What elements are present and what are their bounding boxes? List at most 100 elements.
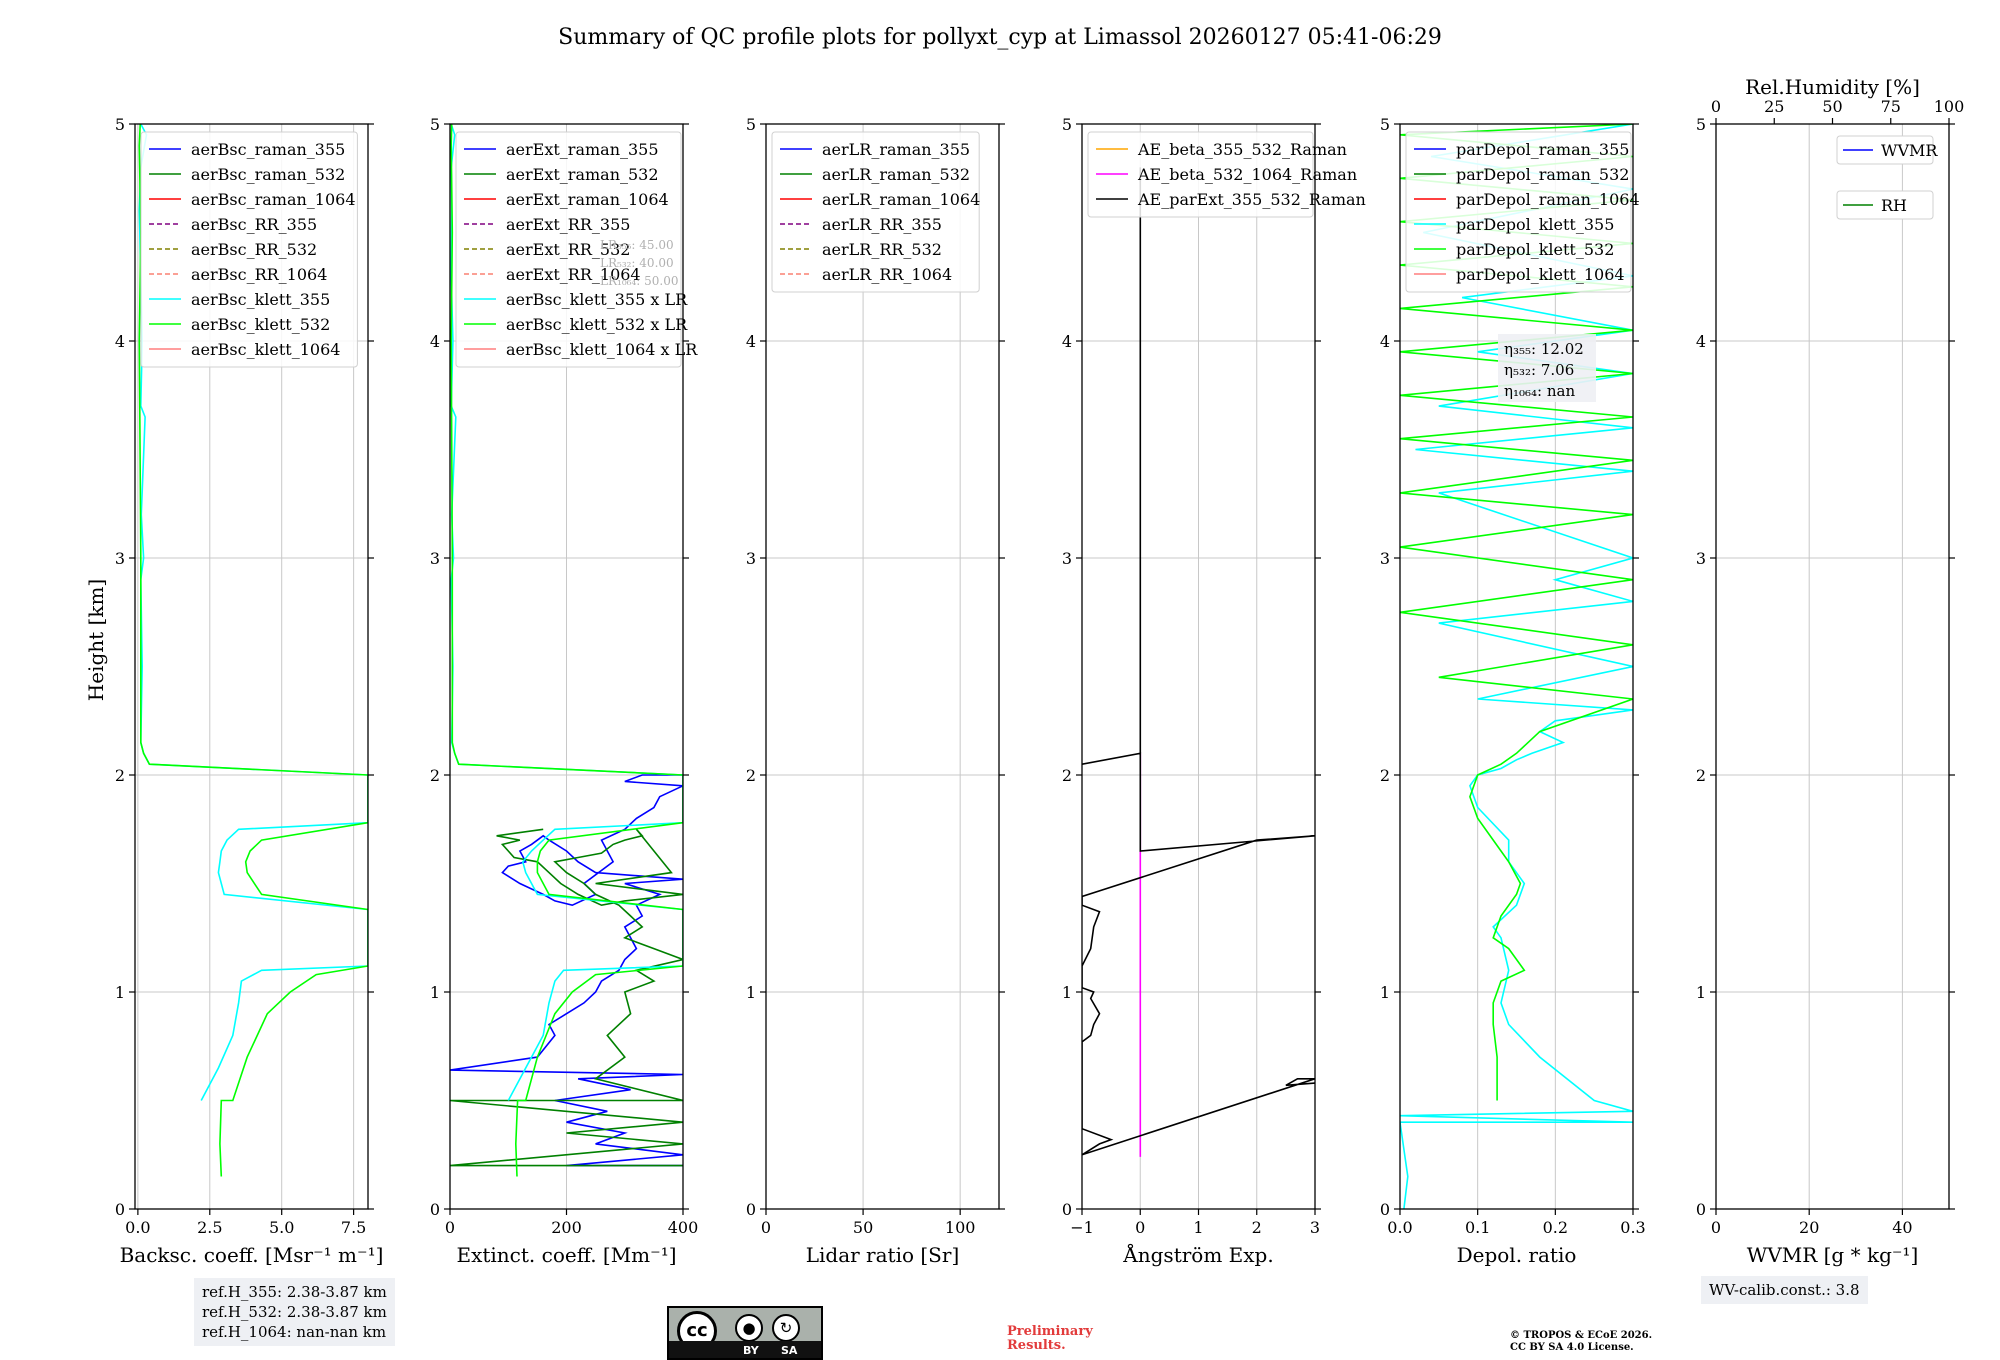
legend-label: aerBsc_klett_532 x LR: [506, 315, 688, 334]
x-axis-label: WVMR [g * kg⁻¹]: [1747, 1243, 1919, 1267]
series-line-aerBsc_klett_532 x LR: [450, 124, 683, 1177]
axes-frame: [765, 123, 1000, 1210]
sa-share-icon: ↻: [772, 1314, 800, 1342]
y-tick-label: 4: [1062, 332, 1072, 351]
y-tick-label: 3: [1696, 549, 1706, 568]
x-tick-label: 2: [1252, 1218, 1262, 1237]
x-tick-label: 7.5: [341, 1218, 366, 1237]
legend-label: parDepol_raman_532: [1456, 165, 1629, 184]
cc-sa-label: SA: [781, 1344, 798, 1357]
y-tick-label: 2: [1696, 766, 1706, 785]
y-tick-label: 3: [746, 549, 756, 568]
copyright-line-1: © TROPOS & ECoE 2026.: [1510, 1330, 1653, 1341]
legend-label: aerLR_raman_355: [822, 140, 970, 159]
ref-h-532: ref.H_532: 2.38-3.87 km: [202, 1303, 387, 1321]
y-tick-label: 1: [115, 983, 125, 1002]
by-person-icon: ●: [735, 1314, 763, 1342]
x-tick-label: 2.5: [197, 1218, 222, 1237]
legend-box: [455, 131, 682, 368]
legend-label: aerBsc_raman_532: [191, 165, 345, 184]
legend-box: [1405, 131, 1632, 293]
ref-h-1064: ref.H_1064: nan-nan km: [202, 1323, 387, 1341]
x-tick-label: 40: [1892, 1218, 1912, 1237]
x-tick-label: 200: [551, 1218, 582, 1237]
x-tick-label: 20: [1799, 1218, 1819, 1237]
axes-frame: [1715, 123, 1950, 1210]
x-tick-label: 0: [1711, 1218, 1721, 1237]
legend-box: [1836, 190, 1934, 220]
legend-label: WVMR: [1881, 141, 1938, 160]
wv-calib-box: WV-calib.const.: 3.8: [1701, 1276, 1868, 1304]
figure-title: Summary of QC profile plots for pollyxt_…: [558, 25, 1442, 50]
legend-box: [1836, 135, 1934, 165]
legend-label: AE_parExt_355_532_Raman: [1137, 190, 1366, 209]
legend-label: aerBsc_klett_1064 x LR: [506, 340, 698, 359]
legend-label: aerBsc_RR_532: [191, 240, 317, 259]
y-tick-label: 1: [430, 983, 440, 1002]
lr-constant-label: LR₃₅₅: 45.00: [600, 238, 674, 252]
x-tick-label: 0: [445, 1218, 455, 1237]
x-tick-label: 0.0: [125, 1218, 150, 1237]
y-tick-label: 2: [115, 766, 125, 785]
legend-label: aerBsc_klett_1064: [191, 340, 340, 359]
legend-label: aerExt_RR_355: [506, 215, 630, 234]
y-tick-label: 5: [1062, 115, 1072, 134]
legend-label: aerExt_RR_1064: [506, 265, 641, 284]
y-tick-label: 1: [1380, 983, 1390, 1002]
legend-label: RH: [1881, 196, 1907, 215]
top-x-tick-label: 75: [1881, 97, 1901, 116]
copyright-note: © TROPOS & ECoE 2026. CC BY SA 4.0 Licen…: [1510, 1330, 1652, 1354]
x-axis-label: Ångström Exp.: [1122, 1242, 1273, 1267]
legend-label: aerLR_RR_1064: [822, 265, 952, 284]
legend-label: aerLR_RR_532: [822, 240, 942, 259]
legend-label: AE_beta_532_1064_Raman: [1137, 165, 1357, 184]
legend-box: [140, 131, 358, 368]
x-tick-label: 0: [761, 1218, 771, 1237]
top-x-tick-label: 0: [1711, 97, 1721, 116]
x-axis-label: Depol. ratio: [1457, 1243, 1577, 1267]
x-tick-label: 3: [1310, 1218, 1320, 1237]
reference-height-box: ref.H_355: 2.38-3.87 km ref.H_532: 2.38-…: [194, 1278, 395, 1346]
x-tick-label: 100: [945, 1218, 976, 1237]
y-tick-label: 4: [1696, 332, 1706, 351]
y-tick-label: 0: [1062, 1200, 1072, 1219]
top-x-tick-label: 25: [1764, 97, 1784, 116]
y-tick-label: 0: [1380, 1200, 1390, 1219]
x-tick-label: 5.0: [269, 1218, 294, 1237]
axes-frame: [134, 123, 369, 1210]
cc-badge-bar: [669, 1341, 821, 1358]
ref-h-355: ref.H_355: 2.38-3.87 km: [202, 1283, 387, 1301]
x-tick-label: 1: [1193, 1218, 1203, 1237]
y-tick-label: 1: [746, 983, 756, 1002]
preliminary-line-2: Results.: [1007, 1338, 1066, 1353]
legend-label: aerExt_raman_1064: [506, 190, 669, 209]
legend-label: aerBsc_raman_1064: [191, 190, 356, 209]
x-tick-label: 400: [668, 1218, 699, 1237]
y-tick-label: 2: [430, 766, 440, 785]
x-tick-label: −1: [1070, 1218, 1094, 1237]
x-tick-label: 0.0: [1387, 1218, 1412, 1237]
panel-depolarization: 0 1 2 3 4 5 0.0 0.1 0.2 0.3 Depol. ratio parDepol_r…: [1380, 115, 1646, 1267]
y-tick-label: 0: [430, 1200, 440, 1219]
legend-label: parDepol_klett_355: [1456, 215, 1614, 234]
series-line-aerBsc_klett_355 x LR: [450, 124, 683, 1101]
y-tick-label: 4: [430, 332, 440, 351]
legend-label: aerExt_raman_355: [506, 140, 659, 159]
legend-box: [1087, 131, 1314, 218]
legend-label: aerExt_RR_532: [506, 240, 630, 259]
eta-label: η₅₃₂: 7.06: [1504, 361, 1574, 379]
y-tick-label: 5: [1380, 115, 1390, 134]
legend-label: aerLR_raman_1064: [822, 190, 980, 209]
lr-constant-label: LR₁₀₆₄: 50.00: [600, 274, 678, 288]
series-group: [1082, 167, 1315, 1157]
eta-label: η₁₀₆₄: nan: [1504, 382, 1575, 400]
y-tick-label: 0: [1696, 1200, 1706, 1219]
legend-box: [771, 131, 980, 293]
series-line-aerBsc_klett_532: [138, 124, 368, 1177]
y-axis-label: Height [km]: [84, 579, 108, 701]
legend-label: aerBsc_RR_1064: [191, 265, 327, 284]
